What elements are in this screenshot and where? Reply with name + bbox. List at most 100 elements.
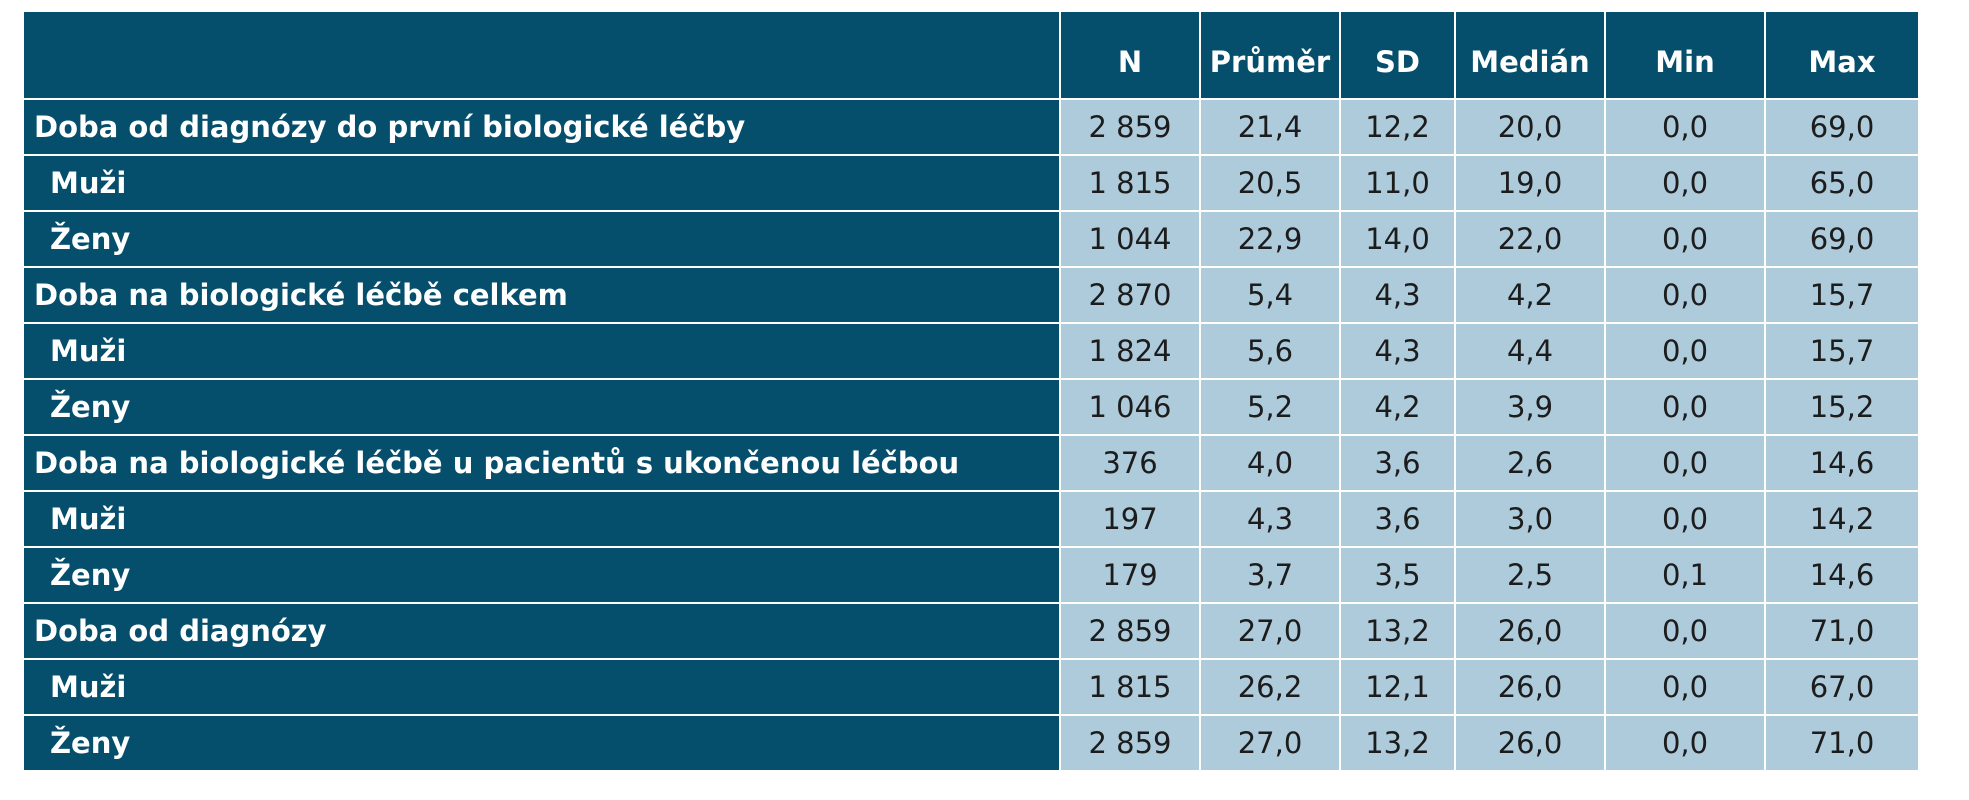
cell-sd: 14,0 (1341, 212, 1454, 266)
cell-median: 3,9 (1456, 380, 1604, 434)
cell-median: 2,6 (1456, 436, 1604, 490)
cell-median: 4,2 (1456, 268, 1604, 322)
row-label: Doba na biologické léčbě celkem (24, 268, 1059, 322)
cell-min: 0,0 (1606, 380, 1764, 434)
row-label: Muži (24, 156, 1059, 210)
cell-n: 1 044 (1061, 212, 1199, 266)
row-label: Doba od diagnózy (24, 604, 1059, 658)
cell-n: 2 859 (1061, 716, 1199, 770)
column-header-median: Medián (1456, 12, 1604, 98)
cell-max: 14,2 (1766, 492, 1918, 546)
row-label: Muži (24, 324, 1059, 378)
column-header-max: Max (1766, 12, 1918, 98)
cell-mean: 3,7 (1201, 548, 1339, 602)
table-row-group: Doba na biologické léčbě u pacientů s uk… (24, 436, 1918, 490)
cell-min: 0,0 (1606, 268, 1764, 322)
cell-max: 15,7 (1766, 324, 1918, 378)
cell-max: 71,0 (1766, 604, 1918, 658)
cell-min: 0,0 (1606, 436, 1764, 490)
cell-mean: 5,4 (1201, 268, 1339, 322)
cell-mean: 20,5 (1201, 156, 1339, 210)
column-header-n: N (1061, 12, 1199, 98)
cell-n: 1 824 (1061, 324, 1199, 378)
cell-min: 0,1 (1606, 548, 1764, 602)
header-row: N Průměr SD Medián Min Max (24, 12, 1918, 98)
cell-mean: 4,0 (1201, 436, 1339, 490)
cell-sd: 13,2 (1341, 604, 1454, 658)
cell-mean: 21,4 (1201, 100, 1339, 154)
cell-n: 2 859 (1061, 100, 1199, 154)
table-row-group: Doba na biologické léčbě celkem 2 870 5,4 4… (24, 268, 1918, 322)
table-row-subgroup: Muži 1 815 20,5 11,0 19,0 0,0 65,0 (24, 156, 1918, 210)
cell-n: 1 046 (1061, 380, 1199, 434)
cell-sd: 4,3 (1341, 324, 1454, 378)
row-label: Ženy (24, 716, 1059, 770)
cell-max: 67,0 (1766, 660, 1918, 714)
cell-min: 0,0 (1606, 100, 1764, 154)
cell-median: 26,0 (1456, 604, 1604, 658)
cell-min: 0,0 (1606, 604, 1764, 658)
cell-median: 22,0 (1456, 212, 1604, 266)
cell-n: 179 (1061, 548, 1199, 602)
cell-n: 197 (1061, 492, 1199, 546)
cell-mean: 5,6 (1201, 324, 1339, 378)
cell-mean: 27,0 (1201, 716, 1339, 770)
cell-sd: 3,5 (1341, 548, 1454, 602)
cell-min: 0,0 (1606, 492, 1764, 546)
cell-median: 4,4 (1456, 324, 1604, 378)
cell-max: 65,0 (1766, 156, 1918, 210)
table-row-group: Doba od diagnózy 2 859 27,0 13,2 26,0 0,0 71,0 (24, 604, 1918, 658)
cell-sd: 13,2 (1341, 716, 1454, 770)
table-row-subgroup: Muži 1 815 26,2 12,1 26,0 0,0 67,0 (24, 660, 1918, 714)
column-header-mean: Průměr (1201, 12, 1339, 98)
table-row-subgroup: Ženy 2 859 27,0 13,2 26,0 0,0 71,0 (24, 716, 1918, 770)
cell-min: 0,0 (1606, 660, 1764, 714)
cell-median: 26,0 (1456, 660, 1604, 714)
table-row-subgroup: Muži 1 824 5,6 4,3 4,4 0,0 15,7 (24, 324, 1918, 378)
cell-median: 3,0 (1456, 492, 1604, 546)
header-corner-cell (24, 12, 1059, 98)
cell-max: 14,6 (1766, 436, 1918, 490)
cell-mean: 27,0 (1201, 604, 1339, 658)
row-label: Ženy (24, 212, 1059, 266)
cell-sd: 4,2 (1341, 380, 1454, 434)
statistics-table: N Průměr SD Medián Min Max Doba od diagn… (22, 10, 1920, 772)
table-row-subgroup: Ženy 179 3,7 3,5 2,5 0,1 14,6 (24, 548, 1918, 602)
cell-sd: 11,0 (1341, 156, 1454, 210)
cell-n: 1 815 (1061, 156, 1199, 210)
cell-n: 376 (1061, 436, 1199, 490)
cell-min: 0,0 (1606, 324, 1764, 378)
cell-mean: 5,2 (1201, 380, 1339, 434)
cell-max: 15,2 (1766, 380, 1918, 434)
cell-n: 2 870 (1061, 268, 1199, 322)
cell-sd: 12,1 (1341, 660, 1454, 714)
cell-min: 0,0 (1606, 156, 1764, 210)
cell-sd: 3,6 (1341, 492, 1454, 546)
column-header-min: Min (1606, 12, 1764, 98)
cell-max: 14,6 (1766, 548, 1918, 602)
table-row-subgroup: Ženy 1 044 22,9 14,0 22,0 0,0 69,0 (24, 212, 1918, 266)
row-label: Ženy (24, 380, 1059, 434)
cell-median: 26,0 (1456, 716, 1604, 770)
row-label: Ženy (24, 548, 1059, 602)
table-body: Doba od diagnózy do první biologické léč… (24, 100, 1918, 770)
table-row-subgroup: Ženy 1 046 5,2 4,2 3,9 0,0 15,2 (24, 380, 1918, 434)
cell-max: 15,7 (1766, 268, 1918, 322)
cell-sd: 12,2 (1341, 100, 1454, 154)
row-label: Muži (24, 492, 1059, 546)
cell-n: 1 815 (1061, 660, 1199, 714)
cell-median: 20,0 (1456, 100, 1604, 154)
cell-mean: 4,3 (1201, 492, 1339, 546)
column-header-sd: SD (1341, 12, 1454, 98)
cell-mean: 22,9 (1201, 212, 1339, 266)
row-label: Muži (24, 660, 1059, 714)
cell-min: 0,0 (1606, 716, 1764, 770)
cell-max: 69,0 (1766, 212, 1918, 266)
cell-sd: 3,6 (1341, 436, 1454, 490)
table-row-group: Doba od diagnózy do první biologické léč… (24, 100, 1918, 154)
cell-median: 2,5 (1456, 548, 1604, 602)
cell-mean: 26,2 (1201, 660, 1339, 714)
row-label: Doba od diagnózy do první biologické léč… (24, 100, 1059, 154)
cell-median: 19,0 (1456, 156, 1604, 210)
table-row-subgroup: Muži 197 4,3 3,6 3,0 0,0 14,2 (24, 492, 1918, 546)
